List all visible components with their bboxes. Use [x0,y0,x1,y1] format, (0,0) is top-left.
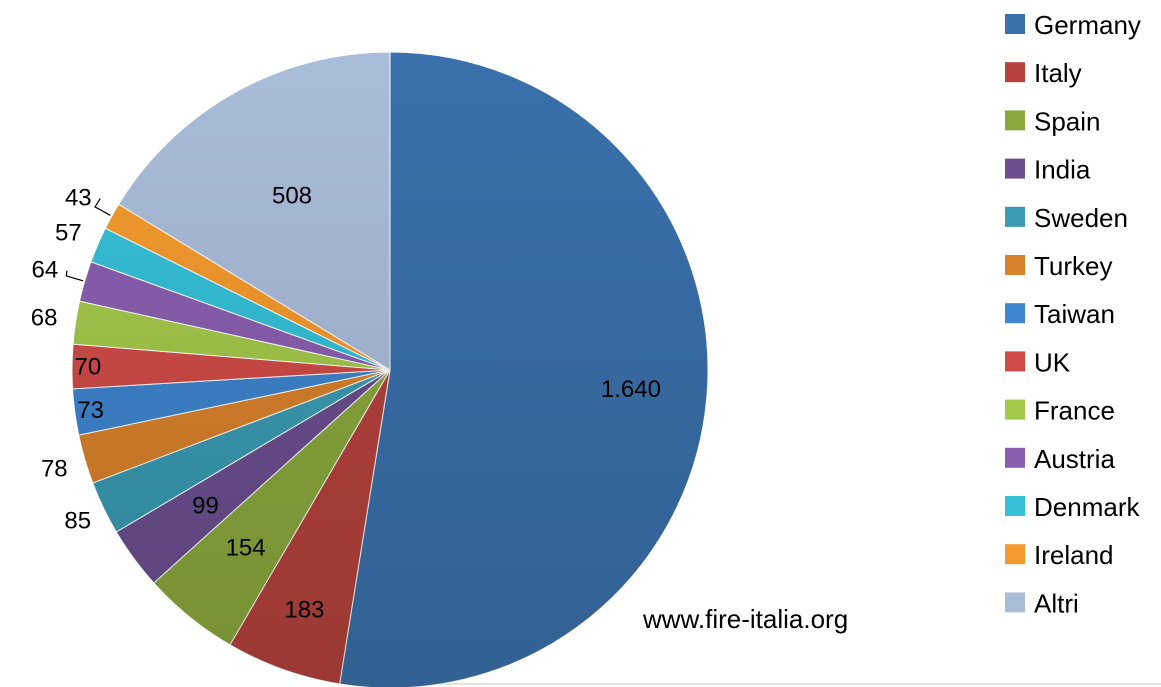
pie-slices [71,51,709,687]
legend: Germany Italy Spain India Sweden Turkey Taiwan… [1005,10,1141,618]
slice-label-italy: 183 [284,597,324,624]
legend-swatch-uk [1005,351,1025,372]
legend-label-sweden: Sweden [1034,203,1128,233]
legend-label-france: France [1034,396,1115,426]
slice-label-france: 68 [31,305,58,332]
legend-label-uk: UK [1034,347,1071,377]
legend-label-india: India [1034,155,1091,185]
slice-label-india: 99 [192,493,219,520]
pie-slice-germany [339,51,709,687]
legend-swatch-france [1005,399,1025,420]
source-annotation: www.fire-italia.org [642,604,848,634]
slice-label-ireland: 43 [65,185,92,212]
slice-label-austria: 64 [32,257,59,284]
legend-label-austria: Austria [1034,444,1115,474]
slice-label-spain: 154 [226,535,266,562]
legend-swatch-denmark [1005,496,1025,516]
slice-label-sweden: 85 [64,507,91,534]
legend-label-germany: Germany [1034,10,1141,40]
legend-label-spain: Spain [1034,106,1101,136]
slice-label-altri: 508 [272,182,312,209]
legend-swatch-austria [1005,447,1025,468]
legend-label-ireland: Ireland [1034,540,1114,570]
legend-swatch-india [1005,158,1025,179]
slice-label-turkey: 78 [41,455,68,482]
legend-swatch-altri [1005,592,1025,613]
legend-label-taiwan: Taiwan [1034,299,1115,329]
slice-label-taiwan: 73 [77,397,104,424]
legend-label-italy: Italy [1034,58,1082,88]
legend-label-denmark: Denmark [1034,492,1140,522]
legend-swatch-ireland [1005,544,1025,565]
legend-label-turkey: Turkey [1034,251,1113,281]
legend-swatch-sweden [1005,206,1025,227]
slice-label-uk: 70 [75,354,102,381]
legend-swatch-germany [1005,14,1025,34]
legend-swatch-turkey [1005,255,1025,275]
legend-swatch-italy [1005,62,1025,83]
slice-labels: 1.640 183 154 99 85 78 73 70 68 64 57 43 508 [31,182,661,623]
legend-label-altri: Altri [1034,588,1079,618]
legend-swatch-taiwan [1005,303,1025,324]
legend-swatch-spain [1005,110,1025,131]
leader-lines [65,198,111,282]
slice-label-denmark: 57 [55,219,82,246]
leader-line-austria [65,270,84,282]
slice-label-germany: 1.640 [601,376,661,403]
leader-line-ireland [94,198,111,216]
